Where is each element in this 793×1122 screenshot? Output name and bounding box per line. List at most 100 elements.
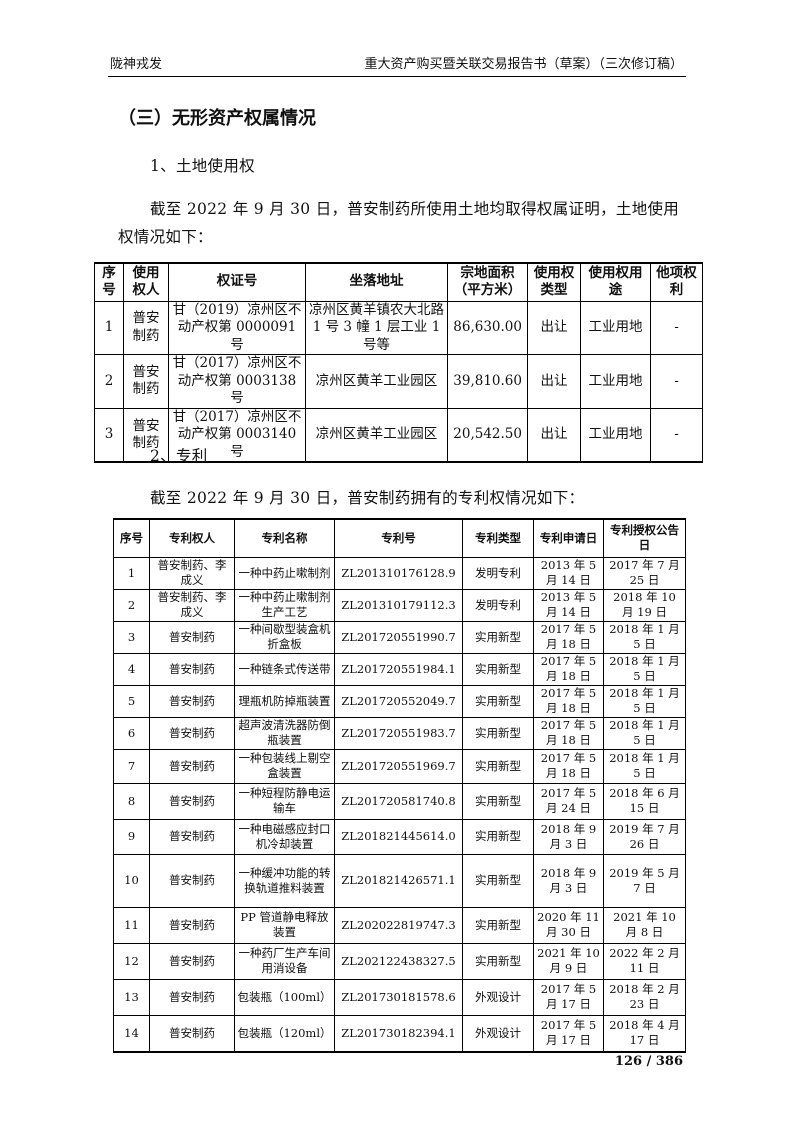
table-cell: 2013 年 5 月 14 日 xyxy=(533,588,604,622)
table-cell: 普安制药 xyxy=(149,906,235,944)
table-cell: 一种中药止嗽制剂 xyxy=(234,556,335,590)
table-cell: 8 xyxy=(113,782,150,820)
table-cell: 包装瓶（120ml） xyxy=(234,1014,335,1053)
table-cell: 实用新型 xyxy=(462,906,534,944)
table-cell: 普安制药 xyxy=(149,652,235,686)
table-cell: 一种间歇型装盒机折盒板 xyxy=(234,620,335,654)
column-header: 坐落地址 xyxy=(305,262,448,302)
table-cell: 7 xyxy=(113,748,150,784)
table-cell: 普安制药 xyxy=(149,620,235,654)
header-right: 重大资产购买暨关联交易报告书（草案）（三次修订稿） xyxy=(364,57,683,72)
table-cell: 2018 年 6 月 15 日 xyxy=(603,782,686,820)
table-cell: 普安制药 xyxy=(149,716,235,750)
table-cell: 4 xyxy=(113,652,150,686)
table-cell: 10 xyxy=(113,853,150,908)
table-cell: 实用新型 xyxy=(462,853,534,908)
table-row: 2 普安制药、李成义 一种中药止嗽制剂生产工艺 ZL201310179112.3 发明专… xyxy=(113,588,686,622)
table-cell: 甘（2017）凉州区不动产权第 0003140 号 xyxy=(168,407,306,463)
table-cell: 出让 xyxy=(527,354,581,409)
table-row: 1 普安制药 甘（2019）凉州区不动产权第 0000091 号凉州区黄羊镇农大北路… xyxy=(94,300,703,356)
table-cell: 普安制药 xyxy=(149,1014,235,1053)
table-cell: ZL201720552049.7 xyxy=(334,684,463,718)
table-cell: - xyxy=(650,407,703,463)
table-cell: 普安制药 xyxy=(149,782,235,820)
table-cell: 2018 年 1 月 5 日 xyxy=(603,652,686,686)
land-subtitle: 1、土地使用权 xyxy=(150,157,255,175)
table-cell: - xyxy=(650,354,703,409)
table-cell: 2019 年 5 月 7 日 xyxy=(603,853,686,908)
table-cell: 2017 年 5 月 17 日 xyxy=(533,1014,604,1053)
table-cell: 普安制药 xyxy=(149,684,235,718)
table-cell: 2021 年 10 月 8 日 xyxy=(603,906,686,944)
table-cell: 一种药厂生产车间用消设备 xyxy=(234,942,335,980)
table-cell: 2017 年 5 月 18 日 xyxy=(533,620,604,654)
table-row: 6 普安制药 超声波清洗器防倒瓶装置 ZL201720551983.7 实用新型 2017… xyxy=(113,716,686,750)
header-rule xyxy=(108,76,686,77)
table-cell: 2 xyxy=(94,354,124,409)
page-number: 126 / 386 xyxy=(614,1054,683,1069)
table-row: 8 普安制药 一种短程防静电运输车 ZL201720581740.8 实用新型 2017 … xyxy=(113,782,686,820)
column-header: 使用权类型 xyxy=(527,262,581,302)
table-cell: 实用新型 xyxy=(462,652,534,686)
table-cell: 2018 年 1 月 5 日 xyxy=(603,620,686,654)
table-cell: 一种包装线上剔空盒装置 xyxy=(234,748,335,784)
table-cell: 工业用地 xyxy=(580,407,651,463)
table-cell: ZL201730182394.1 xyxy=(334,1014,463,1053)
table-cell: 甘（2019）凉州区不动产权第 0000091 号 xyxy=(168,300,306,356)
table-cell: 2018 年 4 月 17 日 xyxy=(603,1014,686,1053)
table-cell: 普安制药 xyxy=(149,942,235,980)
table-cell: 实用新型 xyxy=(462,748,534,784)
table-cell: ZL201730181578.6 xyxy=(334,978,463,1016)
header-left: 陇神戎发 xyxy=(110,57,163,72)
table-cell: 2018 年 1 月 5 日 xyxy=(603,748,686,784)
table-cell: 5 xyxy=(113,684,150,718)
table-cell: 12 xyxy=(113,942,150,980)
table-row: 9 普安制药 一种电磁感应封口机冷却装置 ZL201821445614.0 实用新型 20… xyxy=(113,818,686,855)
table-row: 11 普安制药 PP 管道静电释放装置 ZL202022819747.3 实用新型 202… xyxy=(113,906,686,944)
column-header: 宗地面积（平方米） xyxy=(447,262,528,302)
table-cell: PP 管道静电释放装置 xyxy=(234,906,335,944)
table-cell: 普安制药 xyxy=(149,818,235,855)
table-row: 10 普安制药 一种缓冲功能的转换轨道推料装置 ZL201821426571.1 实用新… xyxy=(113,853,686,908)
table-cell: 2017 年 7 月 25 日 xyxy=(603,556,686,590)
table-cell: 理瓶机防掉瓶装置 xyxy=(234,684,335,718)
table-row: 2 普安制药 甘（2017）凉州区不动产权第 0003138 号凉州区黄羊工业园区 3… xyxy=(94,354,703,409)
table-cell: ZL201720581740.8 xyxy=(334,782,463,820)
land-intro-1: 截至 2022 年 9 月 30 日，普安制药所使用土地均取得权属证明，土地使用 xyxy=(150,200,680,218)
table-cell: ZL201310179112.3 xyxy=(334,588,463,622)
table-cell: 2017 年 5 月 18 日 xyxy=(533,684,604,718)
table-cell: 11 xyxy=(113,906,150,944)
table-cell: 2018 年 10 月 19 日 xyxy=(603,588,686,622)
table-row: 7 普安制药 一种包装线上剔空盒装置 ZL201720551969.7 实用新型 2017… xyxy=(113,748,686,784)
table-cell: 实用新型 xyxy=(462,684,534,718)
table-row: 12 普安制药 一种药厂生产车间用消设备 ZL202122438327.5 实用新型 20… xyxy=(113,942,686,980)
table-cell: 发明专利 xyxy=(462,588,534,622)
table-cell: 出让 xyxy=(527,407,581,463)
table-cell: 2018 年 1 月 5 日 xyxy=(603,684,686,718)
table-cell: 发明专利 xyxy=(462,556,534,590)
table-cell: 普安制药、李成义 xyxy=(149,588,235,622)
table-cell: 6 xyxy=(113,716,150,750)
table-row: 5 普安制药 理瓶机防掉瓶装置 ZL201720552049.7 实用新型 2017 年 … xyxy=(113,684,686,718)
patent-intro: 截至 2022 年 9 月 30 日，普安制药拥有的专利权情况如下： xyxy=(150,489,585,507)
table-cell: 2017 年 5 月 18 日 xyxy=(533,716,604,750)
table-cell: 2019 年 7 月 26 日 xyxy=(603,818,686,855)
table-cell: 超声波清洗器防倒瓶装置 xyxy=(234,716,335,750)
table-cell: 14 xyxy=(113,1014,150,1053)
table-cell: 2013 年 5 月 14 日 xyxy=(533,556,604,590)
table-cell: 普安制药 xyxy=(123,354,169,409)
table-cell: 凉州区黄羊工业园区 xyxy=(305,354,448,409)
table-cell: 出让 xyxy=(527,300,581,356)
column-header: 专利名称 xyxy=(234,518,335,558)
column-header: 他项权利 xyxy=(650,262,703,302)
table-cell: 3 xyxy=(113,620,150,654)
column-header: 权证号 xyxy=(168,262,306,302)
table-cell: 2020 年 11 月 30 日 xyxy=(533,906,604,944)
table-cell: 39,810.60 xyxy=(447,354,528,409)
table-row: 14 普安制药 包装瓶（120ml） ZL201730182394.1 外观设计 2017… xyxy=(113,1014,686,1053)
table-cell: ZL201821426571.1 xyxy=(334,853,463,908)
table-cell: ZL201821445614.0 xyxy=(334,818,463,855)
table-row: 13 普安制药 包装瓶（100ml） ZL201730181578.6 外观设计 2017… xyxy=(113,978,686,1016)
table-cell: 实用新型 xyxy=(462,782,534,820)
table-cell: 2017 年 5 月 24 日 xyxy=(533,782,604,820)
